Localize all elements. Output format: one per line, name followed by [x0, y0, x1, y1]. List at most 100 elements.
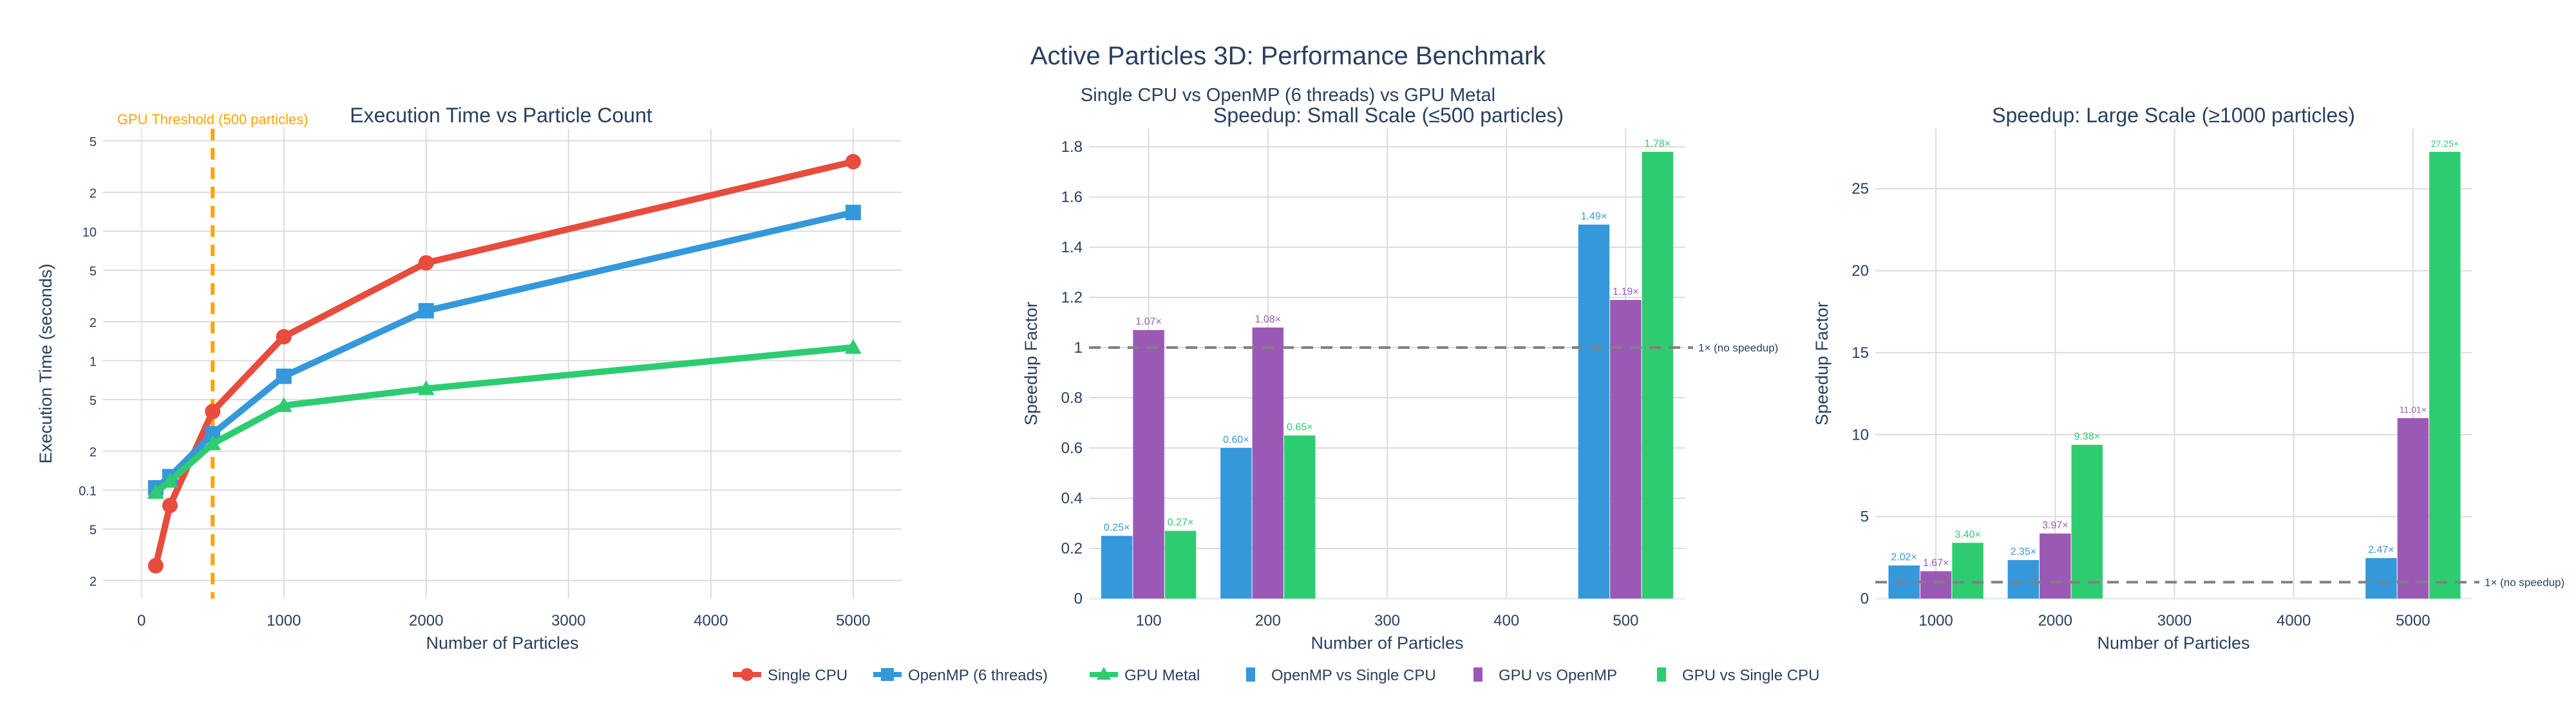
x-tick-label: 500 [1613, 612, 1638, 629]
y-tick-label: 5 [90, 523, 97, 537]
bar [1610, 299, 1642, 599]
bar-label: 1.08× [1255, 314, 1281, 325]
y-tick-label: 5 [90, 394, 97, 408]
legend-swatch [1246, 667, 1255, 682]
bar [1164, 530, 1197, 599]
bar-label: 2.35× [2011, 546, 2036, 557]
bar-label: 1.07× [1135, 317, 1161, 328]
data-point [418, 303, 434, 319]
x-axis-title: Number of Particles [426, 633, 578, 653]
legend-item-gpu-vs-openmp: GPU vs OpenMP [1473, 667, 1617, 684]
y-tick-label: 0.1 [79, 484, 97, 498]
y-tick-label: 10 [1852, 426, 1869, 443]
bar [1284, 435, 1316, 599]
y-axis-title: Speedup Factor [1812, 302, 1832, 425]
y-tick-label: 5 [90, 265, 97, 279]
y-tick-label: 0.8 [1061, 389, 1083, 407]
data-point [147, 483, 164, 499]
y-tick-label: 15 [1852, 344, 1869, 362]
y-tick-label: 0.2 [1061, 540, 1083, 557]
bar-label: 0.27× [1168, 517, 1193, 528]
legend-item-gpu-vs-single-cpu: GPU vs Single CPU [1657, 667, 1819, 684]
legend-marker [881, 668, 894, 681]
series-line [153, 344, 854, 495]
bar-series-gpu-vs-openmp: 1.67× 3.97× 11.01× [1920, 405, 2429, 599]
bar [1133, 330, 1164, 599]
y-tick-label: 0.6 [1061, 440, 1083, 457]
legend-item-single-cpu: Single CPU [733, 667, 848, 684]
bar-label: 2.47× [2368, 545, 2394, 555]
bar-label: 3.40× [1955, 529, 1980, 540]
subplot-2: 100 200 300 400 500 0 0.2 0.4 0.6 0.8 1 1.2 1.4 1.6 1.… [1021, 104, 1778, 653]
bar-label: 1.19× [1613, 286, 1638, 297]
y-tick-label: 1 [1074, 339, 1083, 357]
charts: 0 1000 2000 3000 4000 5000250.1251251025Execu… [36, 104, 2564, 653]
bar-series-openmp-vs-single-cpu: 2.02× 2.35× 2.47× [1888, 545, 2397, 599]
bar-series-openmp-vs-single-cpu: 0.25× 0.60× 1.49× [1101, 211, 1610, 599]
figure-subtitle: Single CPU vs OpenMP (6 threads) vs GPU … [1081, 85, 1495, 106]
data-point [276, 329, 292, 345]
legend-label: GPU vs Single CPU [1682, 667, 1819, 684]
series-gpu-metal [147, 339, 862, 499]
x-tick-label: 4000 [694, 612, 728, 629]
data-point [275, 397, 292, 413]
bar-label: 2.02× [1891, 552, 1917, 563]
y-tick-label: 5 [1861, 508, 1869, 526]
bar-label: 0.25× [1104, 523, 1130, 534]
threshold-annotation: GPU Threshold (500 particles) [117, 111, 308, 127]
series-openmp-6-threads- [147, 205, 861, 496]
y-tick-label: 0 [1074, 590, 1083, 608]
y-tick-label: 2 [90, 187, 97, 201]
bar-label: 9.38× [2074, 431, 2099, 442]
legend-label: OpenMP (6 threads) [908, 667, 1048, 684]
bar [2007, 560, 2040, 599]
legend-label: OpenMP vs Single CPU [1271, 667, 1436, 684]
series-line [152, 158, 855, 567]
data-point [205, 404, 221, 420]
x-tick-label: 2000 [409, 612, 443, 629]
y-tick-label: 0.4 [1061, 490, 1083, 507]
y-tick-label: 20 [1852, 263, 1869, 280]
legend-label: GPU Metal [1124, 667, 1200, 684]
bar [1920, 571, 1952, 599]
bar [2365, 558, 2397, 599]
bar-series-gpu-vs-single-cpu: 3.40× 9.38× 27.25× [1952, 138, 2461, 599]
y-tick-label: 2 [90, 575, 97, 589]
y-tick-label: 1.4 [1061, 239, 1083, 256]
y-tick-label: 1.6 [1061, 189, 1083, 206]
y-tick-label: 25 [1852, 180, 1869, 198]
data-point [844, 339, 862, 354]
data-point [845, 205, 861, 221]
x-axis-title: Number of Particles [2097, 633, 2249, 653]
y-tick-label: 0 [1861, 590, 1869, 608]
x-tick-label: 300 [1374, 612, 1400, 629]
subplot-1: 0 1000 2000 3000 4000 5000 2 5 0.1 2 5 1 2 5 10 2 5 Execu… [36, 104, 902, 653]
data-point [276, 368, 292, 384]
y-axis-title: Execution Time (seconds) [36, 264, 55, 464]
subplot-title: Speedup: Small Scale (≤500 particles) [1213, 104, 1564, 127]
legend-item-openmp-6-threads-: OpenMP (6 threads) [873, 667, 1048, 684]
no-speedup-label: 1× (no speedup) [1698, 342, 1778, 354]
y-tick-label: 10 [82, 225, 97, 239]
legend-item-openmp-vs-single-cpu: OpenMP vs Single CPU [1246, 667, 1436, 684]
x-tick-label: 3000 [2157, 612, 2192, 629]
data-point [162, 498, 178, 514]
bar-label: 1.78× [1645, 138, 1671, 149]
bar [2397, 418, 2429, 599]
series-single-cpu [147, 154, 861, 574]
y-tick-label: 1.8 [1061, 138, 1083, 156]
subplot-3: 1000 2000 3000 4000 5000 0 5 10 15 20 25 Speedup: L… [1812, 104, 2564, 653]
data-point [845, 154, 861, 170]
x-tick-label: 0 [137, 612, 146, 629]
y-tick-label: 2 [90, 316, 97, 330]
bar [1220, 448, 1252, 599]
x-tick-label: 5000 [2396, 612, 2430, 629]
bar-label: 1.67× [1923, 557, 1949, 568]
x-tick-label: 200 [1255, 612, 1281, 629]
x-tick-label: 100 [1136, 612, 1162, 629]
bar-label: 3.97× [2042, 520, 2068, 531]
legend: Single CPU OpenMP (6 threads) GPU Metal Ope… [733, 667, 1819, 684]
x-tick-label: 3000 [551, 612, 585, 629]
x-tick-label: 4000 [2277, 612, 2311, 629]
